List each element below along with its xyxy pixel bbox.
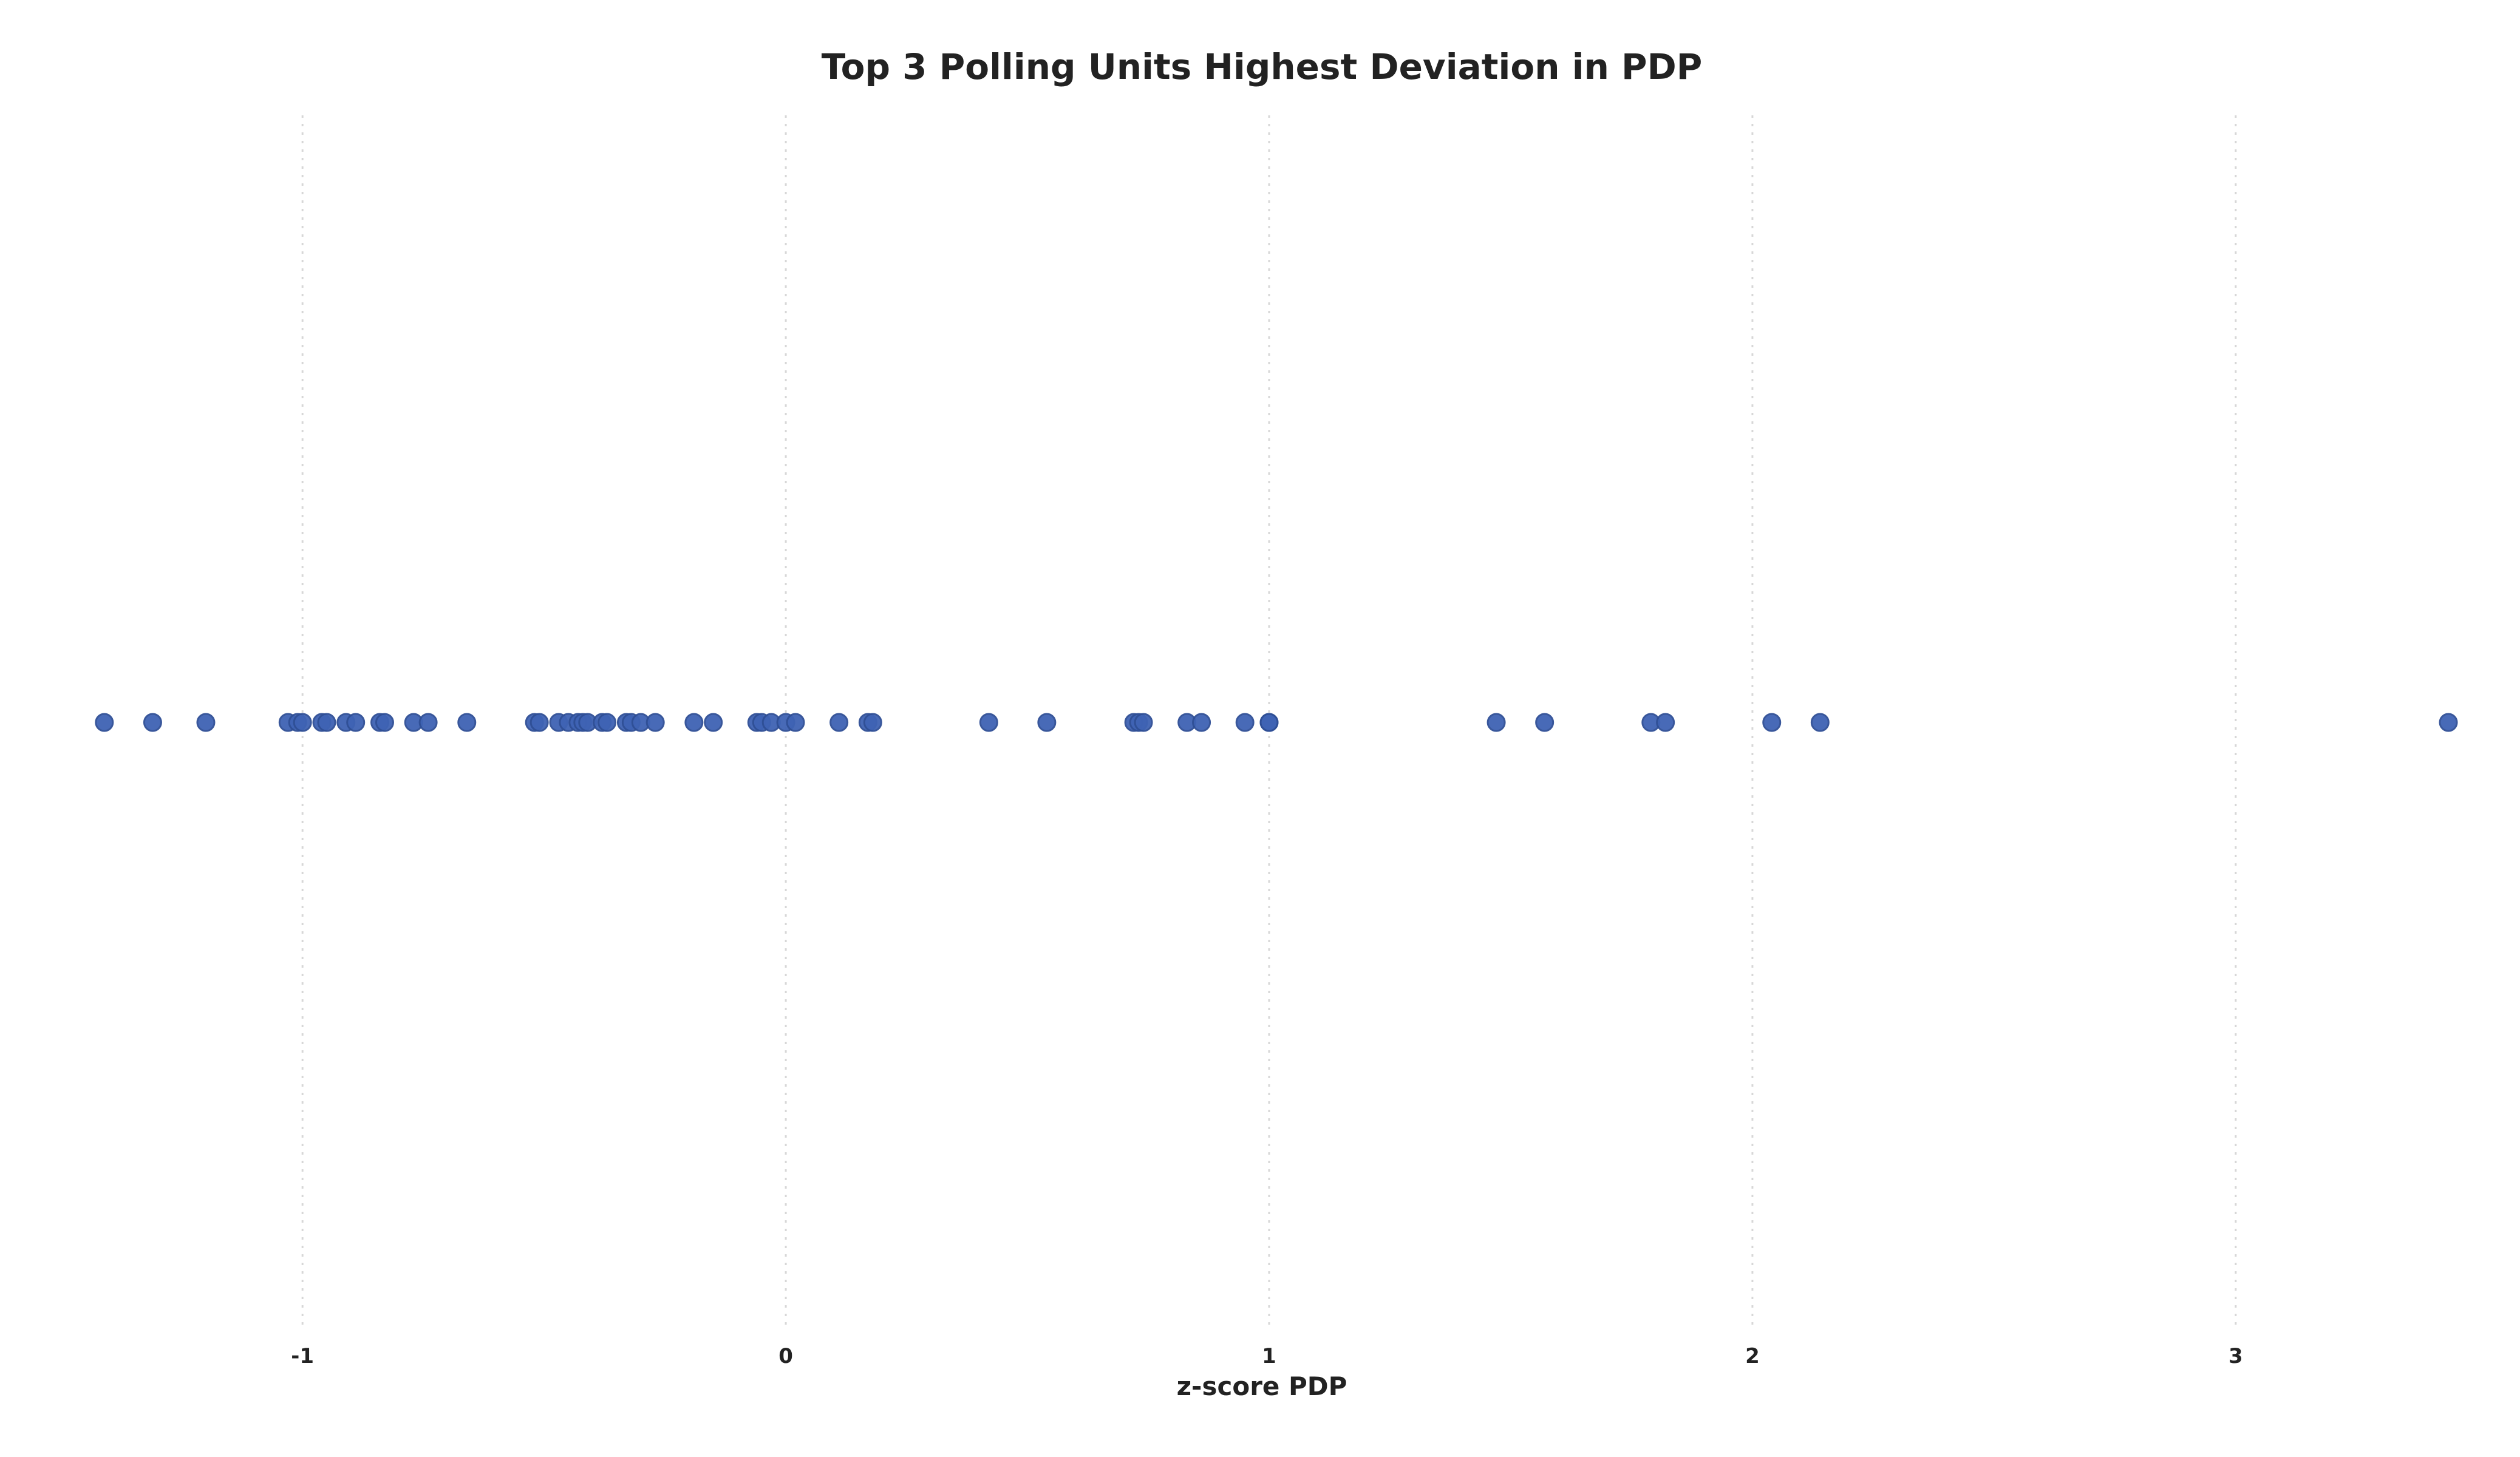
data-point — [457, 713, 477, 732]
data-point — [829, 713, 849, 732]
data-point — [346, 713, 366, 732]
data-point — [375, 713, 394, 732]
data-point — [143, 713, 162, 732]
data-point — [530, 713, 549, 732]
x-tick-label: 2 — [1745, 1344, 1760, 1368]
data-point — [704, 713, 723, 732]
data-point — [196, 713, 216, 732]
data-point — [293, 713, 312, 732]
x-tick-label: 1 — [1262, 1344, 1276, 1368]
data-point — [598, 713, 617, 732]
data-point — [645, 713, 665, 732]
chart-title: Top 3 Polling Units Highest Deviation in… — [822, 46, 1702, 87]
x-tick-label: -1 — [291, 1344, 314, 1368]
gridlines — [301, 115, 2237, 1330]
data-point — [684, 713, 704, 732]
data-point — [1134, 713, 1153, 732]
x-tick-label: 0 — [778, 1344, 793, 1368]
x-axis-label: z-score PDP — [1177, 1371, 1347, 1401]
data-point — [317, 713, 336, 732]
data-point — [418, 713, 438, 732]
data-point — [1192, 713, 1211, 732]
data-point — [1762, 713, 1782, 732]
data-point — [979, 713, 998, 732]
data-points — [95, 713, 2458, 732]
data-point — [95, 713, 114, 732]
data-point — [1037, 713, 1057, 732]
x-axis-ticks: -1 0 1 2 3 — [291, 1344, 2242, 1368]
data-point — [1810, 713, 1830, 732]
data-point — [1259, 713, 1279, 732]
data-point — [786, 713, 805, 732]
data-point — [1486, 713, 1506, 732]
data-point — [1235, 713, 1255, 732]
data-point — [2439, 713, 2458, 732]
data-point — [1535, 713, 1555, 732]
data-point — [863, 713, 882, 732]
data-point — [1656, 713, 1675, 732]
x-tick-label: 3 — [2229, 1344, 2243, 1368]
